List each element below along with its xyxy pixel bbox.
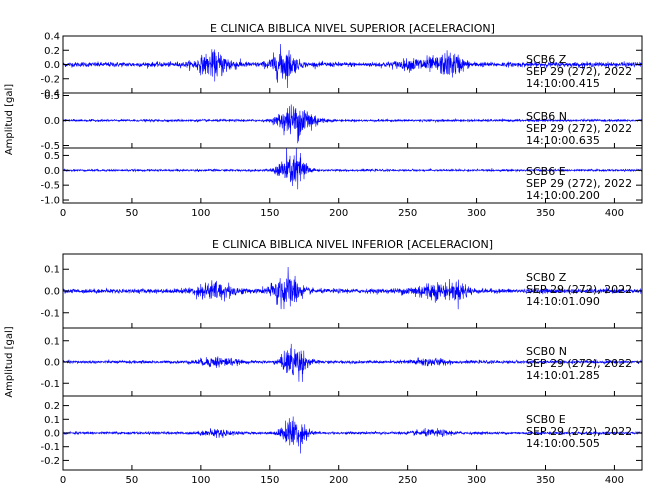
y-tick-label: 0.1	[44, 415, 60, 426]
figure-title: E CLINICA BIBLICA NIVEL INFERIOR [ACELER…	[212, 238, 493, 251]
y-tick-label: 0.4	[44, 32, 60, 43]
waveform-trace	[63, 43, 642, 88]
time-label: 14:10:00.505	[526, 437, 600, 450]
y-tick-label: 0.0	[44, 429, 60, 440]
x-tick-label: 200	[329, 475, 348, 486]
y-tick-label: -0.5	[40, 181, 60, 192]
station-component-label: SCB0 N	[526, 345, 567, 358]
figure-title: E CLINICA BIBLICA NIVEL SUPERIOR [ACELER…	[210, 22, 495, 35]
x-tick-label: 350	[536, 208, 555, 219]
y-tick-label: -0.1	[40, 379, 60, 390]
x-tick-label: 250	[398, 208, 417, 219]
y-tick-label: -0.1	[40, 308, 60, 319]
date-label: SEP 29 (272), 2022	[526, 65, 632, 78]
y-tick-label: -0.4	[40, 89, 60, 100]
y-tick-label: 0.0	[44, 358, 60, 369]
waveform-trace	[63, 343, 642, 382]
x-tick-label: 400	[605, 208, 624, 219]
figure-2: E CLINICA BIBLICA NIVEL INFERIOR [ACELER…	[4, 238, 643, 486]
y-tick-label: 0.5	[44, 91, 60, 102]
y-axis-label: Amplitud [gal]	[4, 84, 15, 155]
y-tick-label: -0.1	[40, 442, 60, 453]
x-tick-label: 300	[467, 208, 486, 219]
date-label: SEP 29 (272), 2022	[526, 357, 632, 370]
waveform-trace	[63, 416, 642, 454]
station-component-label: SCB0 E	[526, 413, 566, 426]
y-tick-label: -0.2	[40, 74, 60, 85]
x-tick-label: 150	[260, 475, 279, 486]
y-tick-label: -1.0	[40, 196, 60, 207]
panel-frame	[62, 147, 643, 204]
x-tick-label: 200	[329, 208, 348, 219]
x-tick-label: 50	[126, 475, 139, 486]
date-label: SEP 29 (272), 2022	[526, 177, 632, 190]
y-tick-label: 0.2	[44, 401, 60, 412]
x-tick-label: 400	[605, 475, 624, 486]
y-tick-label: 0.1	[44, 336, 60, 347]
waveform-trace	[63, 104, 642, 144]
x-tick-label: 300	[467, 475, 486, 486]
x-tick-label: 350	[536, 475, 555, 486]
x-tick-label: 150	[260, 208, 279, 219]
y-tick-label: -0.2	[40, 456, 60, 467]
x-tick-label: 0	[60, 208, 66, 219]
time-label: 14:10:01.090	[526, 295, 600, 308]
y-tick-label: 0.0	[44, 60, 60, 71]
station-component-label: SCB0 Z	[526, 271, 567, 284]
y-tick-label: 0.0	[44, 116, 60, 127]
x-tick-label: 100	[191, 475, 210, 486]
date-label: SEP 29 (272), 2022	[526, 122, 632, 135]
y-axis-label: Amplitud [gal]	[4, 326, 15, 397]
time-label: 14:10:00.635	[526, 134, 600, 147]
x-tick-label: 100	[191, 208, 210, 219]
time-label: 14:10:00.200	[526, 189, 600, 202]
y-tick-label: -0.5	[40, 141, 60, 152]
station-component-label: SCB6 Z	[526, 53, 567, 66]
y-tick-label: 0.1	[44, 265, 60, 276]
time-label: 14:10:01.285	[526, 369, 600, 382]
y-tick-label: 0.0	[44, 287, 60, 298]
x-tick-label: 50	[126, 208, 139, 219]
x-tick-label: 0	[60, 475, 66, 486]
time-label: 14:10:00.415	[526, 77, 600, 90]
y-tick-label: 0.2	[44, 46, 60, 57]
y-tick-label: 0.5	[44, 151, 60, 162]
waveform-trace	[63, 267, 642, 310]
x-tick-label: 250	[398, 475, 417, 486]
date-label: SEP 29 (272), 2022	[526, 283, 632, 296]
figure-1: E CLINICA BIBLICA NIVEL SUPERIOR [ACELER…	[4, 22, 643, 219]
station-component-label: SCB6 E	[526, 165, 566, 178]
y-tick-label: 0.0	[44, 166, 60, 177]
waveform-trace	[63, 148, 642, 190]
station-component-label: SCB6 N	[526, 110, 567, 123]
date-label: SEP 29 (272), 2022	[526, 425, 632, 438]
